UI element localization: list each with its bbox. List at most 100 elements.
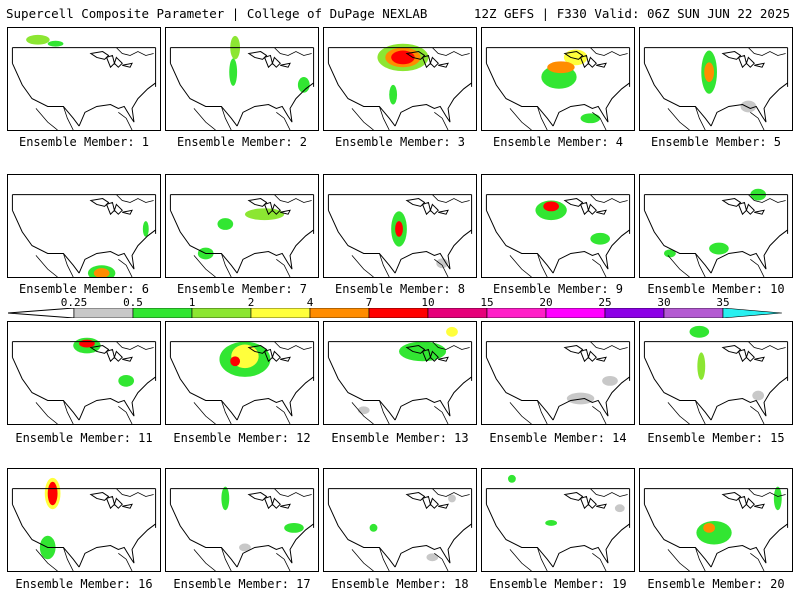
scp-contour-area [79,339,95,348]
map-boundary-line [643,341,789,421]
map-boundary-line [590,341,628,350]
scp-contour-area [547,61,575,74]
ensemble-map-panel [165,174,319,278]
us-map [327,488,473,571]
map-boundary-line [35,400,133,424]
scp-contour-area [614,504,625,513]
ensemble-member-label: Ensemble Member: 13 [331,431,469,445]
map-boundary-line [11,488,157,568]
map-boundary-line [643,194,789,274]
color-scale-tick-label: 25 [598,296,612,309]
scp-contour-area [580,113,601,124]
map-boundary-line [116,488,154,497]
ensemble-member-label: Ensemble Member: 6 [18,282,150,296]
scp-contour-area [26,34,50,45]
scp-contour-area [357,406,370,415]
map-boundary-line [193,253,291,277]
ensemble-map-panel [481,321,635,425]
color-scale-tick-label: 30 [657,296,671,309]
ensemble-map-panel [7,27,161,131]
ensemble-member-label: Ensemble Member: 11 [15,431,153,445]
ensemble-map-panel [7,321,161,425]
us-map [643,486,789,571]
map-boundary-line [169,47,315,127]
scp-contour-area [426,553,439,562]
ensemble-member-label: Ensemble Member: 15 [647,431,785,445]
color-scale-left-arrow [8,308,75,318]
scp-contour-area [389,84,398,105]
us-map [169,194,315,277]
us-map [11,34,157,130]
map-boundary-line [509,547,607,571]
color-scale-segment [663,308,724,318]
ensemble-map-panel [323,321,477,425]
scp-contour-area [221,486,230,511]
ensemble-member-label: Ensemble Member: 9 [492,282,624,296]
color-scale-tick-label: 4 [306,296,314,309]
map-boundary-line [748,488,786,497]
scp-contour-area [740,100,757,113]
ensemble-member-label: Ensemble Member: 17 [173,577,311,591]
map-boundary-line [721,51,765,69]
scp-contour-area [239,543,251,552]
map-boundary-line [748,341,786,350]
us-map [11,477,157,571]
map-boundary-line [89,51,133,69]
map-boundary-line [11,194,157,274]
ensemble-map-panel [7,468,161,572]
color-scale-segment [722,308,783,318]
scp-contour-area [543,201,559,212]
scp-contour-area [752,390,765,401]
us-map [327,326,473,424]
map-boundary-line [485,341,631,421]
ensemble-map-panel [323,27,477,131]
color-scale-tick-label: 2 [247,296,255,309]
map-boundary-line [667,253,765,277]
ensemble-map-panel [639,321,793,425]
scp-contour-area [545,520,558,526]
us-map [643,188,789,277]
ensemble-member-label: Ensemble Member: 1 [18,135,150,149]
run-info: 12Z GEFS | F330 Valid: 06Z SUN JUN 22 20… [473,6,790,21]
color-scale-segment [309,308,370,318]
ensemble-map-panel [323,174,477,278]
us-map [327,194,473,277]
us-map [485,194,631,277]
map-boundary-line [563,51,607,69]
scp-contour-area [446,326,458,337]
map-boundary-line [563,345,607,363]
scp-contour-area [47,40,64,47]
map-boundary-line [748,194,786,203]
color-scale-segment [132,308,193,318]
map-boundary-line [169,341,315,421]
us-map [643,325,789,424]
map-boundary-line [509,400,607,424]
scp-contour-area [217,218,234,230]
map-boundary-line [590,47,628,56]
map-boundary-line [432,47,470,56]
scp-contour-area [230,356,241,367]
scp-contour-area [664,249,676,258]
ensemble-map-panel [639,468,793,572]
scp-contour-area [395,221,403,237]
scp-contour-area [696,520,732,545]
color-scale-segment [191,308,252,318]
map-boundary-line [643,488,789,568]
scp-contour-area [142,221,149,237]
ensemble-map-panel [639,174,793,278]
us-map [11,337,157,424]
map-boundary-line [509,253,607,277]
map-boundary-line [327,488,473,568]
us-map [485,47,631,130]
map-boundary-line [327,341,473,421]
map-boundary-line [351,106,449,130]
map-boundary-line [563,198,607,216]
scp-contour-area [47,481,58,506]
ensemble-map-panel [7,174,161,278]
scp-contour-area [297,77,310,93]
ensemble-map-panel [481,27,635,131]
map-boundary-line [667,400,765,424]
map-boundary-line [721,492,765,510]
map-boundary-line [247,345,291,363]
map-boundary-line [485,47,631,127]
